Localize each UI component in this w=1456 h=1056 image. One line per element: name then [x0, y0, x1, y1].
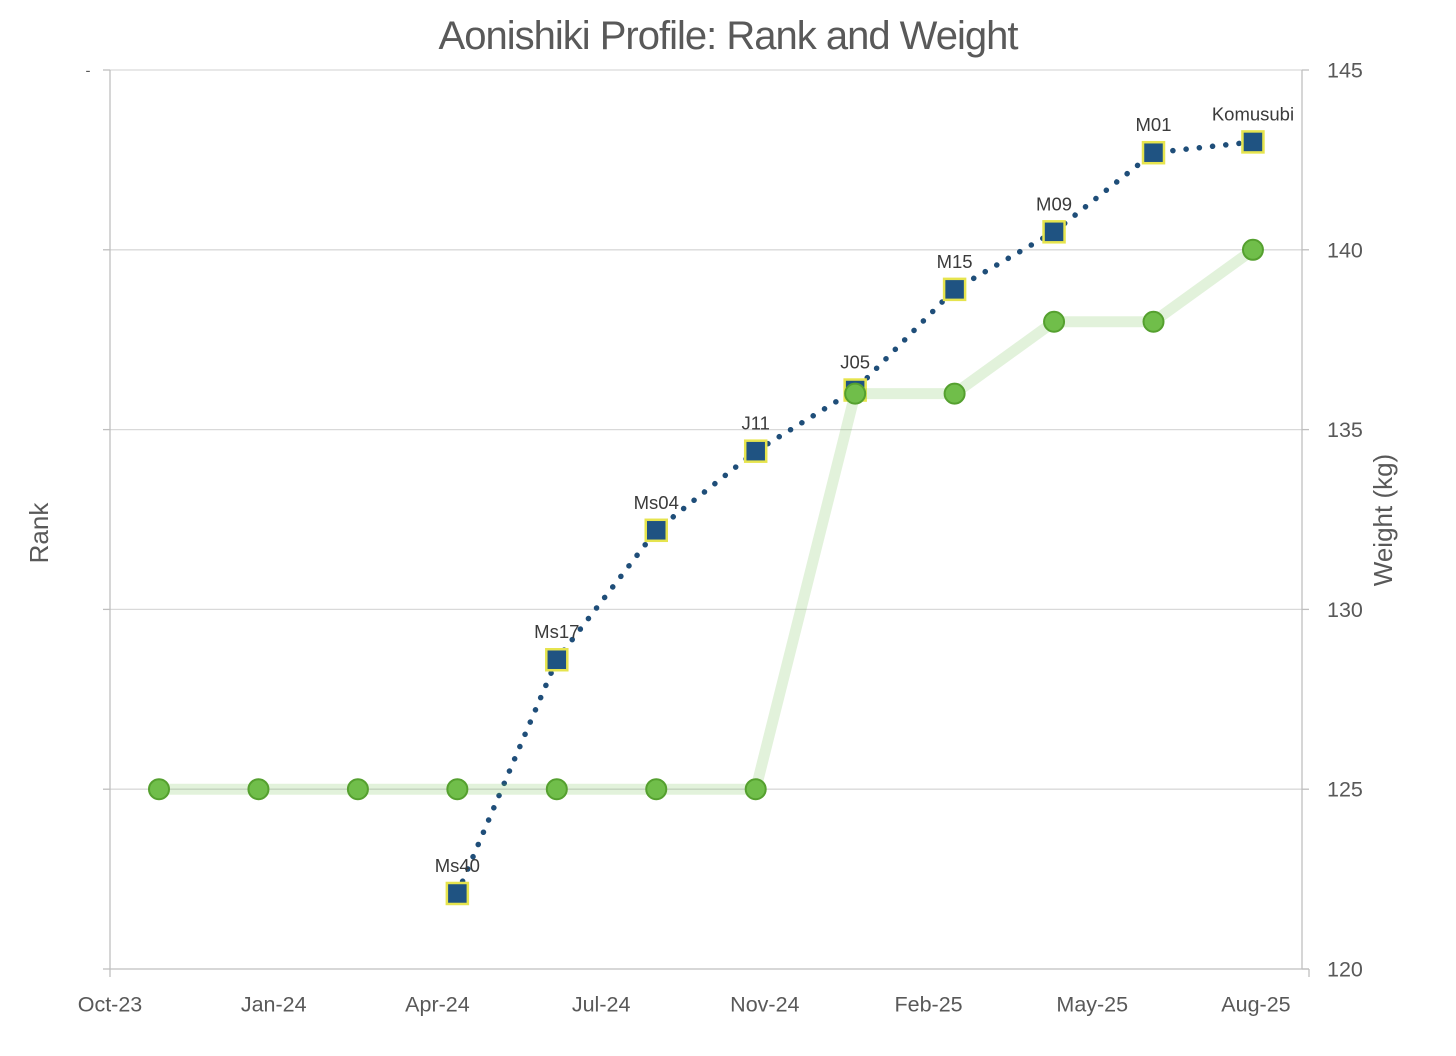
weight-point-marker	[744, 778, 767, 801]
rank-point-label: J05	[840, 352, 870, 373]
rank-point-label: J11	[741, 413, 769, 434]
right-axis-tick-label: 145	[1327, 59, 1363, 83]
rank-point-label: Komusubi	[1212, 103, 1294, 124]
rank-point-label: M09	[1036, 193, 1072, 214]
left-axis-hidden-tick-label: -	[86, 62, 91, 79]
right-axis-tick-label: 125	[1327, 778, 1363, 802]
left-axis-title: Rank	[24, 502, 54, 564]
right-axis-tick-label: 140	[1327, 238, 1363, 262]
rank-point-label: M15	[937, 251, 973, 272]
weight-point-marker	[148, 778, 170, 801]
x-axis-tick-label: Oct-23	[78, 993, 143, 1017]
plot-area: 145 140 135 130 125 120 Oct-23 Jan-24 Apr-24 Jul-…	[78, 59, 1363, 1017]
rank-point-label: Ms40	[435, 855, 480, 876]
x-axis-tick-label: Feb-25	[894, 993, 962, 1017]
weight-point-marker	[346, 778, 369, 801]
right-axis-tick-label: 130	[1327, 598, 1363, 622]
weight-point-marker	[1043, 310, 1066, 333]
rank-point-marker	[1141, 140, 1166, 165]
rank-point-marker	[942, 277, 967, 302]
rank-point-marker	[445, 881, 470, 906]
weight-point-marker	[1142, 310, 1165, 333]
chart-title: Aonishiki Profile: Rank and Weight	[439, 14, 1019, 58]
x-axis-tick-label: Jul-24	[572, 993, 631, 1017]
weight-point-marker	[545, 778, 568, 801]
x-axis-tick-label: May-25	[1056, 993, 1128, 1017]
rank-point-marker	[1241, 130, 1265, 154]
rank-point-marker	[644, 518, 668, 543]
rank-point-label: M01	[1136, 114, 1172, 135]
x-axis-tick-label: Nov-24	[730, 993, 799, 1017]
weight-point-marker	[844, 382, 867, 405]
weight-point-marker	[943, 382, 966, 405]
weight-point-marker	[247, 778, 270, 801]
right-axis-title: Weight (kg)	[1368, 454, 1398, 586]
rank-point-marker	[545, 647, 569, 672]
weight-point-marker	[446, 778, 469, 801]
rank-dotted-line	[454, 139, 1256, 897]
right-axis-tick-label: 120	[1327, 958, 1363, 982]
weight-point-marker	[645, 778, 668, 801]
rank-point-label: Ms04	[634, 492, 679, 513]
rank-point-label: Ms17	[534, 621, 579, 642]
x-axis-tick-label: Aug-25	[1221, 993, 1290, 1017]
right-axis-tick-label: 135	[1327, 418, 1363, 442]
rank-point-marker	[1042, 220, 1066, 244]
rank-point-marker	[743, 439, 768, 463]
x-axis-tick-label: Apr-24	[405, 993, 470, 1017]
weight-line	[153, 244, 1259, 795]
x-axis-tick-label: Jan-24	[241, 993, 307, 1017]
weight-point-marker	[1241, 238, 1264, 261]
